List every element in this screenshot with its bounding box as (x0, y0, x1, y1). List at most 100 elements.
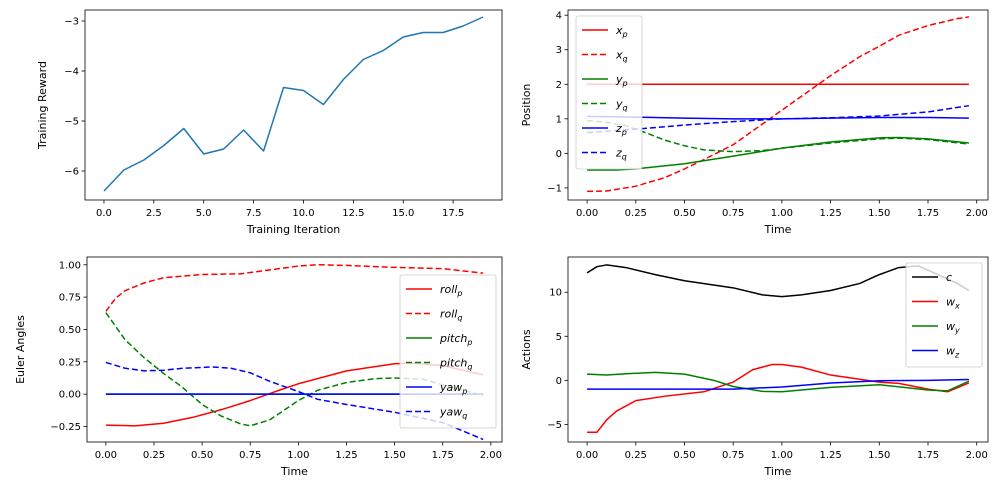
y-tick-label: −3 (64, 17, 79, 28)
x-tick-label: 1.00 (287, 450, 309, 461)
y-tick-label: 0.25 (59, 357, 81, 368)
series-line-y-q-3 (587, 119, 969, 153)
x-tick-label: 0.50 (191, 450, 213, 461)
x-tick-label: 0.75 (722, 208, 744, 219)
legend-entry: c (946, 271, 952, 284)
x-axis-label: Time (764, 465, 792, 478)
y-axis-label: Euler Angles (14, 315, 27, 384)
plot-frame (567, 256, 989, 443)
legend: rollp rollq pitchp pitchq yawp yawq (399, 274, 497, 429)
y-tick-label: 2 (556, 80, 562, 91)
y-tick-label: 0 (556, 149, 562, 160)
x-tick-label: 10.0 (292, 208, 314, 219)
legend-entry: xq (615, 49, 628, 64)
series-line-roll-q-1 (105, 264, 484, 312)
x-tick-label: 0.50 (673, 450, 695, 461)
legend-entry: yawq (439, 406, 467, 421)
legend-entry: pitchq (439, 357, 472, 372)
plot-frame (84, 9, 503, 201)
x-tick-label: 0.75 (239, 450, 261, 461)
x-tick-label: 5.0 (196, 208, 212, 219)
series-line-z-q-5 (587, 104, 970, 134)
legend-entry: pitchp (439, 332, 472, 347)
x-tick-label: 0.50 (673, 208, 695, 219)
y-tick-label: −5 (547, 420, 562, 431)
x-tick-label: 1.50 (383, 450, 405, 461)
series-lines (103, 16, 484, 192)
x-tick-label: 0.75 (722, 450, 744, 461)
y-tick-label: 5 (556, 332, 562, 343)
legend-entry: yawp (439, 381, 467, 396)
y-tick-label: 3 (556, 45, 562, 56)
legend-box (575, 15, 643, 170)
plot-frame (86, 256, 503, 443)
euler-angles-chart: 0.00 0.25 0.50 0.75 1.00 1.25 1.50 1.75 2.00 −0.2… (14, 256, 503, 478)
x-tick-label: 0.0 (96, 208, 112, 219)
x-tick-label: 2.00 (966, 208, 988, 219)
y-tick-label: −5 (64, 117, 79, 128)
x-tick-label: 12.5 (342, 208, 364, 219)
y-tick-label: 0.00 (59, 390, 81, 401)
x-tick-label: 1.50 (868, 450, 890, 461)
series-line-x-q-1 (587, 16, 970, 193)
x-tick-label: 1.00 (771, 450, 793, 461)
y-tick-label: −6 (64, 167, 79, 178)
x-tick-label: 0.25 (625, 208, 647, 219)
legend-entry: yq (615, 98, 628, 113)
y-tick-label: 10 (549, 288, 562, 299)
x-tick-label: 1.75 (432, 450, 454, 461)
legend-entry: wy (946, 320, 960, 335)
x-tick-label: 1.50 (868, 208, 890, 219)
legend-entry: wz (946, 345, 960, 360)
legend-entry: zq (615, 147, 627, 162)
y-tick-label: 1.00 (59, 260, 81, 271)
x-tick-label: 0.00 (95, 450, 117, 461)
position-chart: 0.00 0.25 0.50 0.75 1.00 1.25 1.50 1.75 2.00 −1 0 1… (520, 9, 989, 236)
legend-box (905, 262, 983, 368)
y-tick-label: −4 (64, 67, 79, 78)
series-line-z-p-4 (587, 115, 969, 120)
x-tick-label: 1.25 (819, 450, 841, 461)
x-tick-label: 2.00 (966, 450, 988, 461)
y-tick-label: 0.75 (59, 293, 81, 304)
x-tick-label: 2.00 (480, 450, 502, 461)
x-tick-label: 0.25 (143, 450, 165, 461)
x-tick-label: 1.25 (819, 208, 841, 219)
x-tick-label: 1.25 (335, 450, 357, 461)
y-axis-label: Training Reward (36, 61, 49, 150)
x-axis-label: Training Iteration (246, 223, 341, 236)
legend: c wx wy wz (905, 262, 983, 368)
y-tick-label: −0.25 (50, 422, 81, 433)
y-tick-label: 4 (556, 11, 562, 22)
series-line-pitch-q-3 (105, 312, 484, 427)
series-line-w-z-3 (587, 378, 969, 390)
x-tick-label: 0.00 (576, 450, 598, 461)
x-axis-label: Time (280, 465, 308, 478)
y-axis-label: Actions (520, 329, 533, 369)
x-tick-label: 15.0 (392, 208, 414, 219)
x-tick-label: 17.5 (442, 208, 464, 219)
x-tick-label: 7.5 (246, 208, 262, 219)
x-tick-label: 1.75 (917, 208, 939, 219)
y-tick-label: 0 (556, 376, 562, 387)
y-axis-label: Position (520, 84, 533, 127)
series-line-w-x-1 (587, 363, 970, 434)
legend-entry: rollp (440, 283, 462, 298)
legend-entry: rollq (440, 308, 462, 323)
x-tick-label: 0.00 (576, 208, 598, 219)
series-line-yaw-q-5 (105, 361, 484, 441)
x-axis-label: Time (764, 223, 792, 236)
actions-chart: 0.00 0.25 0.50 0.75 1.00 1.25 1.50 1.75 2.00 −5 0 5… (520, 256, 989, 478)
y-tick-label: 0.50 (59, 325, 81, 336)
reward-chart: 0.0 2.5 5.0 7.5 10.0 12.5 15.0 17.5 −6 −5 −4 −3 Trai… (36, 9, 503, 236)
legend: xp xq yp yq zp zq (575, 15, 643, 170)
series-lines (587, 16, 970, 193)
legend-entry: yp (615, 73, 628, 88)
series-line-y-p-2 (587, 136, 969, 171)
x-tick-label: 2.5 (146, 208, 162, 219)
series-line-series-0 (103, 16, 484, 192)
legend-entry: xp (615, 24, 628, 39)
legend-entry: wx (946, 296, 960, 311)
x-tick-label: 1.00 (771, 208, 793, 219)
